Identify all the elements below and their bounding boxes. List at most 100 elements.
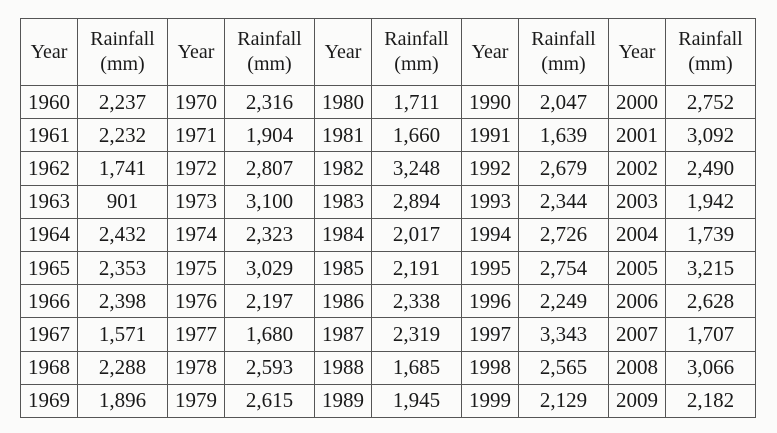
header-text-line: Year: [30, 40, 68, 63]
year-cell: 1974: [167, 217, 225, 252]
year-cell: 1964: [20, 217, 78, 252]
rainfall-cell: 1,639: [518, 118, 609, 153]
rainfall-cell: 1,942: [665, 184, 756, 219]
year-cell: 2004: [608, 217, 666, 252]
column-header-rainfall: Rainfall (mm): [224, 18, 315, 86]
table-row: 1966 2,398 1976 2,197 1986 2,338 1996 2,249 2006…: [20, 284, 756, 319]
rainfall-cell: 2,047: [518, 84, 609, 120]
rainfall-cell: 2,316: [224, 84, 315, 120]
year-cell: 1987: [314, 317, 372, 352]
year-cell: 1969: [20, 383, 78, 418]
rainfall-cell: 2,432: [77, 217, 168, 252]
year-cell: 1998: [461, 350, 519, 385]
table-row: 1968 2,288 1978 2,593 1988 1,685 1998 2,565 2008…: [20, 350, 756, 385]
rainfall-cell: 1,685: [371, 350, 462, 385]
header-text-line: (mm): [541, 53, 586, 75]
year-cell: 1968: [20, 350, 78, 385]
header-text-line: Year: [324, 40, 362, 63]
rainfall-cell: 2,353: [77, 250, 168, 286]
year-cell: 2000: [608, 84, 666, 120]
header-text-line: Rainfall: [90, 28, 155, 50]
rainfall-cell: 2,752: [665, 84, 756, 120]
rainfall-cell: 2,807: [224, 151, 315, 186]
rainfall-cell: 2,344: [518, 184, 609, 219]
header-text-line: (mm): [688, 53, 733, 75]
year-cell: 1989: [314, 383, 372, 418]
column-header-year: Year: [20, 18, 78, 86]
year-cell: 1986: [314, 284, 372, 319]
column-header-year: Year: [608, 18, 666, 86]
rainfall-cell: 2,237: [77, 84, 168, 120]
year-cell: 2009: [608, 383, 666, 418]
year-cell: 1991: [461, 118, 519, 153]
year-cell: 1994: [461, 217, 519, 252]
year-cell: 1963: [20, 184, 78, 219]
year-cell: 2008: [608, 350, 666, 385]
year-cell: 1990: [461, 84, 519, 120]
rainfall-cell: 2,017: [371, 217, 462, 252]
year-cell: 1965: [20, 250, 78, 286]
rainfall-table: Year Rainfall (mm) Year Rainfall (mm) Year Rain…: [20, 18, 756, 418]
rainfall-cell: 2,628: [665, 284, 756, 319]
rainfall-cell: 1,904: [224, 118, 315, 153]
year-cell: 1960: [20, 84, 78, 120]
header-text-line: Rainfall: [384, 28, 449, 50]
column-header-year: Year: [314, 18, 372, 86]
rainfall-cell: 1,707: [665, 317, 756, 352]
rainfall-cell: 2,615: [224, 383, 315, 418]
year-cell: 1995: [461, 250, 519, 286]
year-cell: 1997: [461, 317, 519, 352]
rainfall-cell: 2,323: [224, 217, 315, 252]
header-text-line: Rainfall: [531, 28, 596, 50]
rainfall-cell: 3,066: [665, 350, 756, 385]
rainfall-cell: 2,593: [224, 350, 315, 385]
rainfall-cell: 2,249: [518, 284, 609, 319]
year-cell: 1978: [167, 350, 225, 385]
year-cell: 1999: [461, 383, 519, 418]
table-row: 1960 2,237 1970 2,316 1980 1,711 1990 2,047 2000…: [20, 84, 756, 120]
year-cell: 1961: [20, 118, 78, 153]
rainfall-cell: 3,100: [224, 184, 315, 219]
year-cell: 2005: [608, 250, 666, 286]
rainfall-cell: 1,660: [371, 118, 462, 153]
year-cell: 1975: [167, 250, 225, 286]
year-cell: 2001: [608, 118, 666, 153]
year-cell: 1977: [167, 317, 225, 352]
rainfall-cell: 2,197: [224, 284, 315, 319]
year-cell: 1993: [461, 184, 519, 219]
rainfall-cell: 2,129: [518, 383, 609, 418]
year-cell: 1984: [314, 217, 372, 252]
year-cell: 1971: [167, 118, 225, 153]
table-row: 1963 901 1973 3,100 1983 2,894 1993 2,344 2003 1,…: [20, 184, 756, 219]
header-text-line: Year: [471, 40, 509, 63]
header-text-line: (mm): [394, 53, 439, 75]
table-header-row: Year Rainfall (mm) Year Rainfall (mm) Year Rain…: [20, 18, 756, 86]
header-text-line: Year: [177, 40, 215, 63]
year-cell: 1973: [167, 184, 225, 219]
column-header-rainfall: Rainfall (mm): [665, 18, 756, 86]
year-cell: 2003: [608, 184, 666, 219]
rainfall-cell: 2,182: [665, 383, 756, 418]
year-cell: 1996: [461, 284, 519, 319]
header-text-line: Year: [618, 40, 656, 63]
rainfall-cell: 3,343: [518, 317, 609, 352]
rainfall-cell: 1,741: [77, 151, 168, 186]
rainfall-cell: 3,029: [224, 250, 315, 286]
rainfall-cell: 2,319: [371, 317, 462, 352]
rainfall-cell: 2,565: [518, 350, 609, 385]
header-text-line: (mm): [100, 53, 145, 75]
column-header-rainfall: Rainfall (mm): [518, 18, 609, 86]
rainfall-cell: 3,248: [371, 151, 462, 186]
rainfall-cell: 2,754: [518, 250, 609, 286]
column-header-year: Year: [167, 18, 225, 86]
rainfall-cell: 3,215: [665, 250, 756, 286]
table-row: 1969 1,896 1979 2,615 1989 1,945 1999 2,129 2009…: [20, 383, 756, 418]
header-text-line: Rainfall: [678, 28, 743, 50]
table-row: 1962 1,741 1972 2,807 1982 3,248 1992 2,679 2002…: [20, 151, 756, 186]
table-row: 1964 2,432 1974 2,323 1984 2,017 1994 2,726 2004…: [20, 217, 756, 252]
year-cell: 2006: [608, 284, 666, 319]
rainfall-cell: 2,490: [665, 151, 756, 186]
year-cell: 1981: [314, 118, 372, 153]
table-row: 1961 2,232 1971 1,904 1981 1,660 1991 1,639 2001…: [20, 118, 756, 153]
